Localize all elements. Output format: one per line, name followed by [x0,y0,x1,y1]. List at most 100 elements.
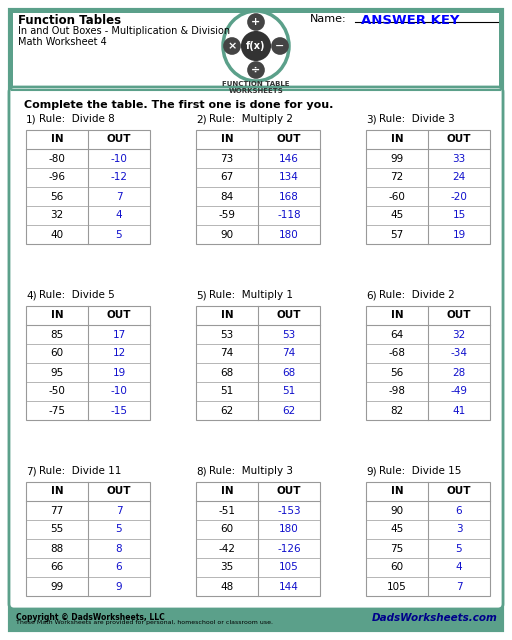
Text: 8): 8) [196,466,207,476]
Text: 88: 88 [50,543,63,554]
Text: 53: 53 [220,330,233,339]
Text: 68: 68 [220,367,233,378]
Text: 35: 35 [220,563,233,573]
Text: 3: 3 [456,525,462,534]
Text: -98: -98 [389,387,406,397]
Text: -60: -60 [389,191,406,202]
Text: In and Out Boxes - Multiplication & Division: In and Out Boxes - Multiplication & Divi… [18,26,230,36]
Text: 7): 7) [26,466,37,476]
Text: OUT: OUT [277,134,301,145]
Text: 75: 75 [390,543,403,554]
Text: These Math Worksheets are provided for personal, homeschool or classroom use.: These Math Worksheets are provided for p… [16,620,273,625]
Text: -34: -34 [451,349,467,358]
Text: 62: 62 [220,406,233,415]
FancyBboxPatch shape [26,482,150,596]
Text: 66: 66 [50,563,63,573]
Text: IN: IN [221,134,233,145]
Text: ×: × [227,41,237,51]
Text: 5: 5 [116,230,122,239]
Text: 7: 7 [116,506,122,515]
Text: 2): 2) [196,114,207,124]
Text: IN: IN [51,310,63,321]
Text: 5: 5 [116,525,122,534]
Text: 5): 5) [196,290,207,300]
Text: IN: IN [51,134,63,145]
Text: 99: 99 [50,582,63,591]
Text: 146: 146 [279,154,299,163]
Text: 3): 3) [366,114,377,124]
Text: OUT: OUT [106,486,131,497]
Text: 51: 51 [220,387,233,397]
Text: DadsWorksheets.com: DadsWorksheets.com [372,613,498,623]
Text: Rule:  Divide 5: Rule: Divide 5 [39,290,115,300]
Text: 15: 15 [453,211,465,221]
Text: -15: -15 [111,406,127,415]
Text: 9): 9) [366,466,377,476]
Text: 180: 180 [279,230,299,239]
Text: IN: IN [391,134,403,145]
Text: Complete the table. The first one is done for you.: Complete the table. The first one is don… [24,100,333,110]
Text: 45: 45 [390,525,403,534]
Text: 51: 51 [283,387,295,397]
Text: OUT: OUT [277,310,301,321]
FancyBboxPatch shape [196,482,320,596]
Text: OUT: OUT [277,486,301,497]
Text: 32: 32 [453,330,465,339]
Text: 8: 8 [116,543,122,554]
Text: f(x): f(x) [246,41,266,51]
FancyBboxPatch shape [196,130,320,244]
Text: ÷: ÷ [251,65,261,75]
Text: 41: 41 [453,406,465,415]
Text: 84: 84 [220,191,233,202]
FancyBboxPatch shape [196,306,320,420]
Text: 77: 77 [50,506,63,515]
Text: ANSWER KEY: ANSWER KEY [361,14,459,27]
Text: 32: 32 [50,211,63,221]
Text: 17: 17 [112,330,125,339]
Circle shape [224,38,240,54]
Text: 74: 74 [220,349,233,358]
Text: IN: IN [391,310,403,321]
Text: 5: 5 [456,543,462,554]
Text: Rule:  Multiply 2: Rule: Multiply 2 [209,114,293,124]
FancyBboxPatch shape [26,130,150,244]
FancyBboxPatch shape [10,608,502,630]
Circle shape [272,38,288,54]
Text: -68: -68 [389,349,406,358]
Text: 4: 4 [456,563,462,573]
Text: -96: -96 [49,173,66,182]
Text: 7: 7 [116,191,122,202]
Text: 60: 60 [221,525,233,534]
Text: Rule:  Divide 8: Rule: Divide 8 [39,114,115,124]
Text: 168: 168 [279,191,299,202]
FancyBboxPatch shape [26,306,150,420]
Text: 57: 57 [390,230,403,239]
Text: 1): 1) [26,114,37,124]
Text: -153: -153 [277,506,301,515]
Text: Rule:  Divide 3: Rule: Divide 3 [379,114,455,124]
Text: 6): 6) [366,290,377,300]
FancyBboxPatch shape [366,130,490,244]
Text: -49: -49 [451,387,467,397]
Text: 56: 56 [50,191,63,202]
Text: 53: 53 [283,330,295,339]
Text: -51: -51 [219,506,236,515]
Text: 60: 60 [391,563,403,573]
Text: Math Worksheet 4: Math Worksheet 4 [18,37,106,47]
Text: -42: -42 [219,543,236,554]
Text: OUT: OUT [106,310,131,321]
Text: 73: 73 [220,154,233,163]
FancyBboxPatch shape [9,87,503,609]
Text: 6: 6 [456,506,462,515]
Text: 85: 85 [50,330,63,339]
Text: 144: 144 [279,582,299,591]
Text: 56: 56 [390,367,403,378]
FancyBboxPatch shape [13,13,499,627]
Text: 74: 74 [283,349,295,358]
Text: 60: 60 [51,349,63,358]
Text: Copyright © DadsWorksheets, LLC: Copyright © DadsWorksheets, LLC [16,613,165,622]
Text: -20: -20 [451,191,467,202]
Text: -10: -10 [111,387,127,397]
Text: 7: 7 [456,582,462,591]
Text: 72: 72 [390,173,403,182]
